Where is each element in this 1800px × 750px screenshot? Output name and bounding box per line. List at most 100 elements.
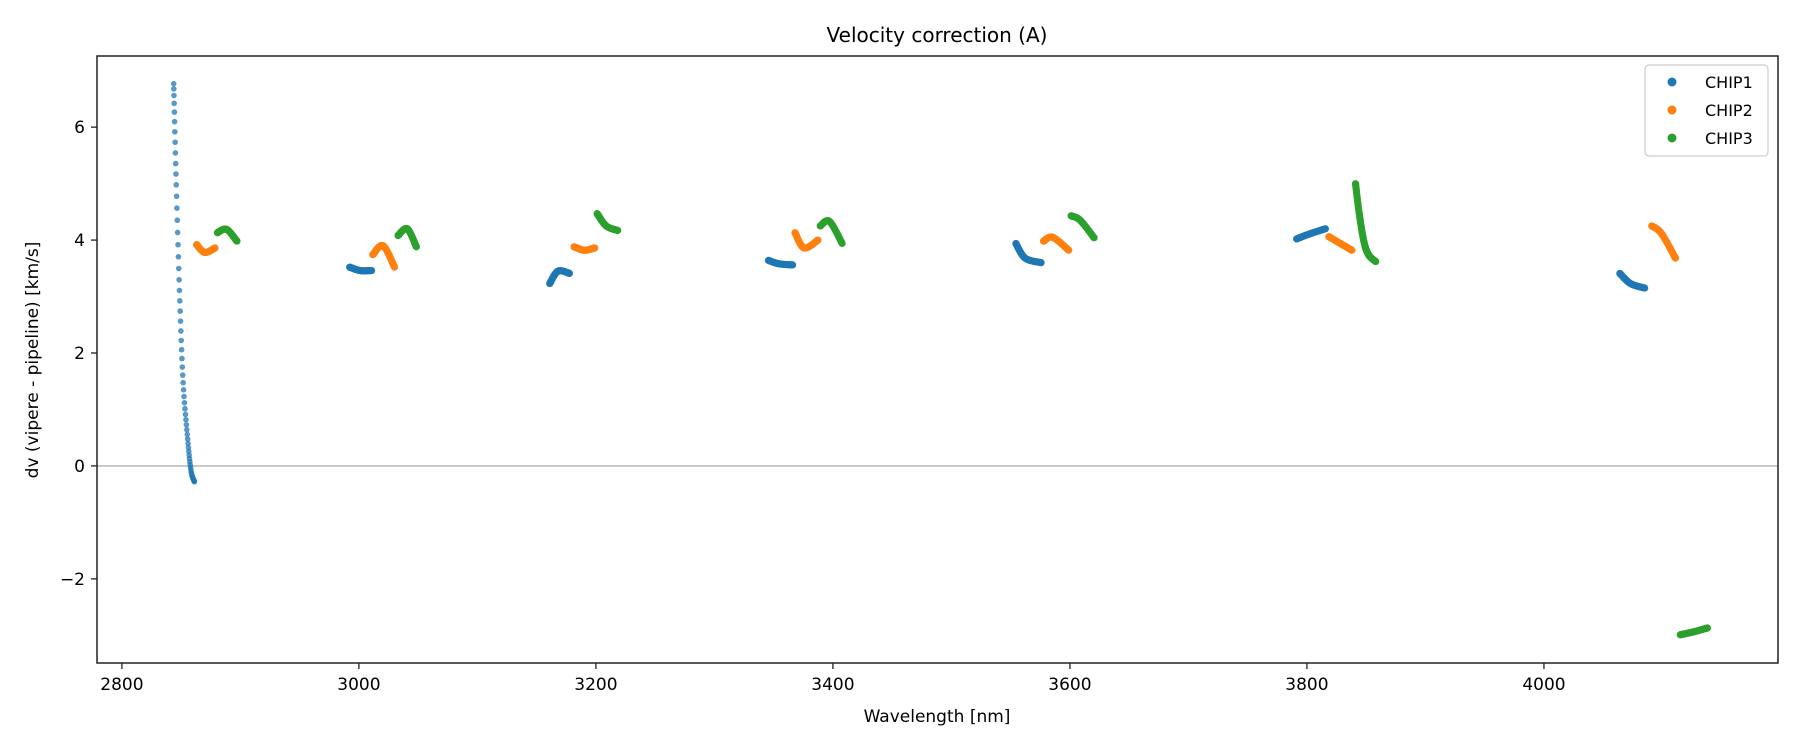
segment-chip2 [369,241,399,271]
segment-chip1 [170,80,198,485]
data-point [184,436,191,442]
segment-chip3 [1351,180,1380,266]
data-point [174,217,181,224]
segment-chip1 [1012,239,1045,267]
data-point [175,265,182,272]
data-point [171,86,177,92]
data-point [172,128,178,135]
segment-chip3 [213,225,241,245]
legend: CHIP1 CHIP2 CHIP3 [1644,64,1769,157]
legend-marker-chip3 [1667,133,1677,143]
y-tick-label: 0 [74,457,85,477]
data-point [211,244,219,252]
y-tick-label: 4 [74,231,85,251]
y-tick-label: −2 [60,570,85,590]
data-point [179,364,186,370]
segment-chip3 [1676,624,1712,639]
segment-chip2 [570,243,599,254]
data-point [172,150,179,156]
data-point [173,182,180,188]
data-point [173,171,179,177]
data-point [1037,259,1045,267]
data-point [1671,254,1680,262]
data-point [367,266,376,275]
data-point [185,440,191,447]
data-point [178,328,184,334]
x-tick-label: 4000 [1522,675,1565,695]
data-point [171,92,177,99]
data-point [182,405,188,412]
data-point [172,139,178,146]
segment-chip1 [764,256,797,269]
x-tick-label: 3400 [811,675,854,695]
data-point [1703,624,1712,632]
data-point [176,287,183,294]
data-point [1065,246,1073,254]
segment-chip2 [1648,222,1680,262]
legend-marker-chip2 [1667,105,1677,115]
x-axis-title: Wavelength [nm] [864,707,1011,727]
data-point [174,205,180,211]
data-point [1321,225,1330,233]
segment-chip3 [394,224,420,251]
x-tick-label: 3600 [1048,675,1091,695]
data-point [175,241,181,248]
data-point [172,160,179,167]
data-point [181,393,187,400]
data-point [1641,284,1649,292]
data-point [184,431,191,438]
data-point [178,346,185,353]
data-point [1372,257,1380,266]
data-point [181,399,188,406]
y-tick-label: 6 [74,118,85,138]
segment-chip1 [346,263,376,275]
segment-chip1 [1293,225,1330,243]
plot-frame [96,55,1779,664]
data-point [184,426,190,433]
legend-label-chip1: CHIP1 [1705,73,1753,92]
legend-box [1644,64,1769,157]
data-point [183,421,190,428]
data-point [177,298,183,304]
data-point [1090,234,1098,242]
data-point [176,276,182,283]
legend-marker-chip1 [1667,77,1677,87]
data-point [614,226,622,235]
data-point [591,244,599,252]
y-tick-label: 2 [74,344,85,364]
data-point [838,239,846,248]
data-point [233,237,241,245]
data-point [412,243,420,251]
data-point [390,263,399,271]
data-point [177,318,184,324]
data-point [174,229,181,236]
legend-label-chip3: CHIP3 [1705,129,1753,148]
segment-chip3 [816,217,846,248]
data-point [565,269,574,277]
y-axis: −2 0 2 4 6 [60,118,97,590]
data-point [180,387,187,393]
data-point [179,372,186,378]
segment-chip2 [193,240,219,257]
segment-chip3 [1067,212,1098,242]
data-point [183,416,189,423]
data-point [171,100,177,107]
data-point [191,478,198,485]
segment-chip2 [791,229,822,252]
y-axis-title: dv (vipere - pipeline) [km/s] [23,242,43,479]
chart-title: Velocity correction (A) [827,23,1048,47]
data-point [171,109,178,115]
data-point [170,80,177,87]
segment-chip1 [546,267,574,288]
x-tick-label: 3800 [1285,675,1328,695]
data-points [170,80,1712,639]
x-tick-label: 3200 [574,675,617,695]
data-point [173,193,180,200]
data-point [789,261,797,269]
x-tick-label: 2800 [100,675,143,695]
data-point [1348,246,1356,254]
segment-chip1 [1616,269,1649,292]
data-point [171,118,178,125]
segment-chip2 [1325,233,1356,254]
data-point [175,253,182,260]
